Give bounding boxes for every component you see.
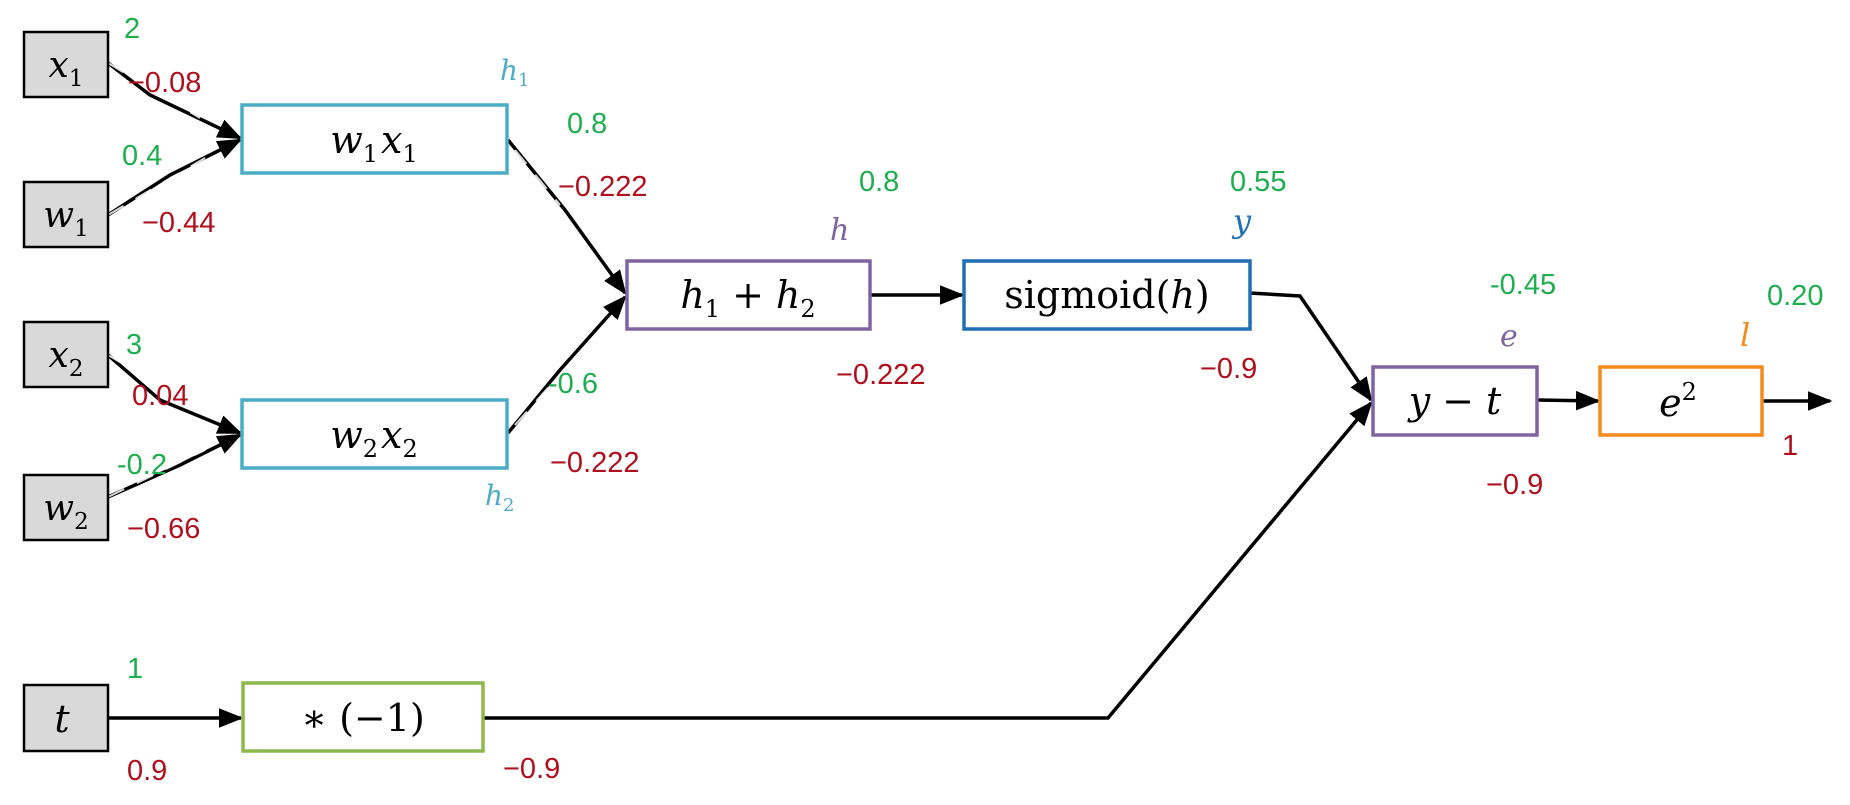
edge-w2-to-mult2	[107, 433, 243, 499]
bwd-x2: 0.04	[132, 380, 188, 412]
label-y: y	[1231, 202, 1252, 240]
fwd-x1: 2	[124, 13, 140, 45]
input-w1-subscript: 1	[74, 216, 89, 242]
fwd-h: 0.8	[859, 166, 899, 198]
bwd-y: −0.9	[1200, 353, 1257, 385]
input-w1: w1	[22, 180, 110, 249]
edge-neg-to-sub	[483, 401, 1373, 720]
node-mult1: w1x1	[240, 103, 509, 175]
input-x2: x2	[22, 320, 110, 389]
input-x1-subscript: 1	[69, 66, 84, 92]
svg-text:w2x2: w2x2	[330, 413, 418, 463]
fwd-x2: 3	[126, 329, 142, 361]
variable-labels: h1 h2 h y e l	[485, 54, 1750, 516]
label-h2: h2	[485, 479, 515, 516]
edge-w1-to-mult1	[107, 138, 243, 217]
svg-text:sigmoid(h): sigmoid(h)	[1004, 273, 1210, 317]
edge-sigmoid-to-sub	[1249, 291, 1373, 403]
edge-highlight-w2	[107, 449, 206, 498]
fwd-h2: -0.6	[548, 368, 598, 400]
node-sigmoid: sigmoid(h)	[962, 259, 1252, 331]
label-h: h	[830, 213, 849, 248]
edge-highlight-mult1	[514, 149, 561, 206]
input-w2-subscript: 2	[74, 509, 89, 535]
input-w1-symbol: w	[43, 195, 74, 236]
edge-highlight-mult2	[514, 379, 556, 426]
input-x1: x1	[22, 30, 110, 99]
fwd-l: 0.20	[1767, 280, 1823, 312]
fwd-e: -0.45	[1490, 269, 1556, 301]
bwd-w2: −0.66	[127, 513, 200, 545]
backward-values: −0.08 −0.44 0.04 −0.66 0.9 −0.222 −0.222…	[127, 67, 1798, 787]
label-e: e	[1500, 319, 1518, 354]
edge-x1-to-mult1	[106, 61, 243, 140]
fwd-t: 1	[127, 653, 143, 685]
input-t: t	[22, 683, 110, 753]
input-x2-symbol: x	[49, 335, 69, 376]
bwd-h: −0.222	[836, 359, 926, 391]
bwd-neg-out: −0.9	[503, 753, 560, 785]
bwd-w1: −0.44	[142, 207, 215, 239]
edge-x2-to-mult2	[106, 353, 243, 435]
fwd-w1: 0.4	[122, 140, 162, 172]
svg-text:w1x1: w1x1	[330, 118, 418, 168]
edge-highlight-x1	[107, 62, 201, 119]
label-h1: h1	[500, 54, 530, 91]
svg-text:y−t: y − t	[1407, 379, 1502, 423]
node-square: e2	[1598, 365, 1764, 437]
svg-text:w2: w2	[43, 488, 88, 535]
fwd-y: 0.55	[1230, 166, 1286, 198]
bwd-e: −0.9	[1486, 469, 1543, 501]
bwd-l: 1	[1782, 430, 1798, 462]
svg-text:∗ (−1): ∗ (−1)	[301, 696, 425, 740]
node-add: h1 + h2	[625, 259, 872, 331]
svg-text:e2: e2	[1659, 378, 1697, 425]
input-w2: w2	[22, 473, 110, 542]
input-x2-subscript: 2	[69, 356, 84, 382]
fwd-w2: -0.2	[117, 449, 167, 481]
edge-highlights	[107, 62, 561, 498]
svg-text:h1+h2: h1 + h2	[680, 273, 815, 323]
svg-text:w1: w1	[43, 195, 88, 242]
svg-text:x1: x1	[49, 45, 84, 92]
fwd-h1: 0.8	[567, 108, 607, 140]
bwd-h2: −0.222	[550, 447, 640, 479]
forward-values: 2 0.4 3 -0.2 1 0.8 -0.6 0.8 0.55 -0.45 0…	[117, 13, 1823, 685]
bwd-x1: −0.08	[128, 67, 201, 99]
edge-sub-to-square	[1536, 390, 1601, 411]
bwd-h1: −0.222	[558, 171, 648, 203]
svg-text:x2: x2	[49, 335, 84, 382]
label-l: l	[1740, 316, 1750, 354]
node-mult2: w2x2	[240, 398, 509, 470]
input-x1-symbol: x	[49, 45, 69, 86]
bwd-t: 0.9	[127, 755, 167, 787]
input-w2-symbol: w	[43, 488, 74, 529]
node-subtract: y − t	[1371, 365, 1539, 437]
input-t-symbol: t	[54, 697, 70, 741]
node-negate: ∗ (−1)	[241, 681, 485, 753]
